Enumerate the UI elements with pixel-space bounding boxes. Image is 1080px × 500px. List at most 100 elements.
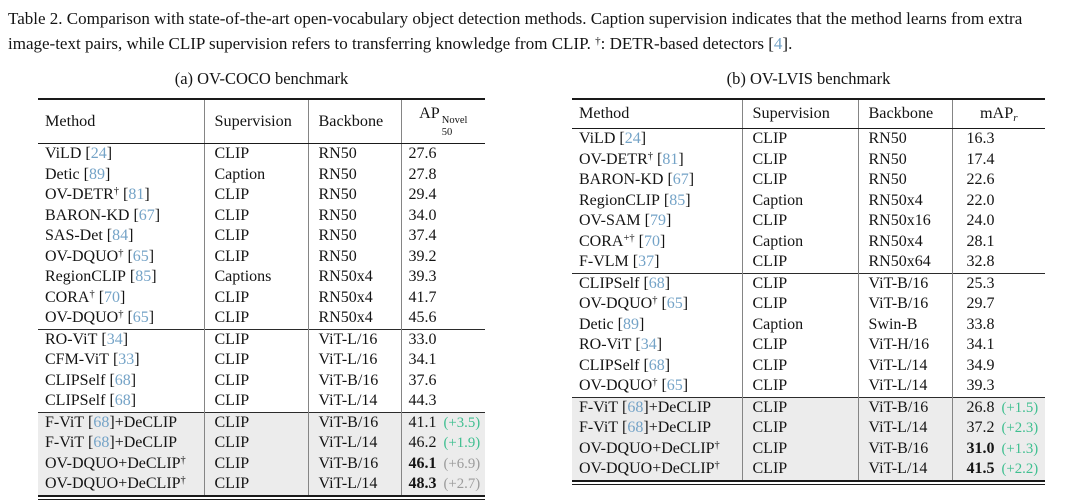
metric-cell: 34.0: [400, 205, 485, 227]
citation-link[interactable]: 24: [90, 145, 107, 163]
citation-link[interactable]: 79: [649, 212, 666, 230]
citation-group: [68]: [622, 419, 649, 437]
citation-link[interactable]: 24: [624, 130, 641, 148]
citation-group: [34]: [101, 330, 129, 348]
method-cell: CORA+† [70]: [579, 232, 666, 250]
backbone-cell: RN50: [857, 128, 952, 150]
citation-link[interactable]: 85: [669, 191, 686, 209]
table-row: CLIPSelf [68] CLIP ViT-B/16 25.3: [572, 272, 1045, 295]
citation-link[interactable]: 68: [114, 371, 131, 389]
backbone-cell: ViT-L/14: [857, 459, 952, 481]
metric-value: 25.3: [966, 274, 995, 292]
citation-link[interactable]: 68: [93, 413, 110, 431]
backbone-cell: ViT-L/14: [857, 355, 952, 377]
citation-link[interactable]: 68: [627, 398, 644, 416]
citation-link[interactable]: 34: [106, 330, 123, 348]
bottom-rule: [572, 483, 1045, 485]
backbone-cell: ViT-L/14: [307, 433, 401, 454]
citation-link[interactable]: 34: [640, 336, 657, 354]
metric-value: 17.4: [966, 150, 995, 168]
backbone-cell: RN50: [857, 170, 952, 191]
metric-subsup: Novel 50: [442, 115, 468, 138]
citation-link[interactable]: 68: [627, 419, 644, 437]
backbone-cell: RN50x4: [857, 231, 952, 253]
citation-group: [68]: [643, 356, 671, 374]
backbone-cell: RN50x4: [307, 267, 401, 288]
citation-link[interactable]: 70: [104, 288, 121, 306]
backbone-cell: ViT-L/14: [307, 391, 401, 413]
method-cell: ViLD [24]: [579, 130, 647, 148]
citation-link[interactable]: 70: [643, 232, 660, 250]
citation-group: [70]: [98, 288, 126, 306]
citation-link[interactable]: 84: [112, 227, 129, 245]
delta-gain: (+2.7): [443, 476, 481, 493]
column-header-method: Method: [38, 98, 204, 145]
method-cell: Detic [89]: [45, 165, 111, 183]
citation-link[interactable]: 68: [114, 392, 131, 410]
citation-link[interactable]: 85: [135, 268, 152, 286]
table-caption: Table 2. Comparison with state-of-the-ar…: [0, 0, 1080, 56]
subtable-caption-a: (a) OV-COCO benchmark: [174, 69, 349, 89]
citation-link[interactable]: 68: [648, 274, 665, 292]
method-cell: BARON-KD [67]: [45, 206, 161, 224]
method-cell: OV-DETR† [81]: [45, 186, 150, 204]
delta-gain: (+2.2): [1001, 461, 1039, 478]
method-cell: OV-DQUO+DeCLIP†: [579, 439, 720, 457]
metric-value: 27.8: [408, 165, 437, 183]
citation-link[interactable]: 89: [622, 315, 639, 333]
supervision-cell: Captions: [203, 267, 308, 288]
table-row: OV-DQUO† [65] CLIP RN50x4 45.6: [38, 308, 485, 330]
method-cell: OV-DQUO† [65]: [579, 377, 689, 395]
metric-value: 34.1: [408, 351, 437, 369]
dagger-sup: †: [180, 475, 186, 487]
method-cell: CLIPSelf [68]: [579, 356, 671, 374]
citation-link[interactable]: 89: [88, 165, 105, 183]
citation-link[interactable]: 68: [648, 356, 665, 374]
backbone-cell: ViT-L/14: [307, 474, 401, 496]
metric-cell: 27.6: [400, 143, 485, 165]
citation-link[interactable]: 81: [662, 150, 679, 168]
metric-cell: 45.6: [400, 308, 485, 330]
table-row: ViLD [24] CLIP RN50 16.3: [572, 128, 1045, 150]
metric-cell: 39.2: [400, 246, 485, 268]
citation-link[interactable]: 65: [666, 295, 683, 313]
citation-link[interactable]: 37: [638, 253, 655, 271]
backbone-cell: RN50: [307, 185, 401, 206]
header-row: Method Supervision Backbone AP Novel 50: [38, 98, 485, 145]
citation-link[interactable]: 67: [138, 206, 155, 224]
citation-group: [68]: [643, 274, 671, 292]
backbone-cell: RN50x16: [857, 211, 952, 232]
citation-link[interactable]: 4: [773, 33, 783, 53]
citation-link[interactable]: 65: [132, 309, 149, 327]
backbone-cell: ViT-L/16: [307, 328, 401, 351]
table-row: RO-ViT [34] CLIP ViT-H/16 34.1: [572, 335, 1045, 356]
citation-link[interactable]: 81: [128, 186, 145, 204]
metric-cell: 32.8: [951, 252, 1045, 274]
method-cell: F-ViT [68]+DeCLIP: [45, 434, 178, 452]
method-cell: RO-ViT [34]: [579, 336, 663, 354]
table-row: CLIPSelf [68] CLIP ViT-B/16 37.6: [38, 370, 485, 392]
metric-value: 29.7: [966, 295, 995, 313]
tables-container: (a) OV-COCO benchmark Method Supervision…: [0, 69, 1080, 500]
metric-cell: 33.0: [400, 328, 485, 351]
metric-cell: 34.1: [400, 350, 485, 371]
metric-value: 31.0: [966, 439, 995, 457]
table-row-highlighted: OV-DQUO+DeCLIP† CLIP ViT-B/16 31.0 (+1.3): [572, 438, 1045, 460]
method-suffix: +DeCLIP: [114, 434, 178, 452]
supervision-cell: CLIP: [741, 396, 858, 419]
metric-value: 29.4: [408, 186, 437, 204]
citation-link[interactable]: 65: [666, 377, 683, 395]
citation-link[interactable]: 65: [132, 247, 149, 265]
citation-group: [68]: [109, 371, 137, 389]
citation-group: [89]: [617, 315, 645, 333]
backbone-cell: RN50: [307, 205, 401, 227]
citation-link[interactable]: 67: [672, 171, 689, 189]
table-row: OV-DQUO† [65] CLIP ViT-L/14 39.3: [572, 376, 1045, 398]
citation-link[interactable]: 68: [93, 434, 110, 452]
method-cell: CFM-ViT [33]: [45, 351, 140, 369]
table-row: CORA† [70] CLIP RN50x4 41.7: [38, 287, 485, 309]
backbone-cell: ViT-B/16: [857, 272, 952, 295]
delta-gain: (+1.9): [443, 435, 481, 452]
citation-link[interactable]: 33: [118, 351, 135, 369]
supervision-cell: CLIP: [741, 211, 858, 232]
